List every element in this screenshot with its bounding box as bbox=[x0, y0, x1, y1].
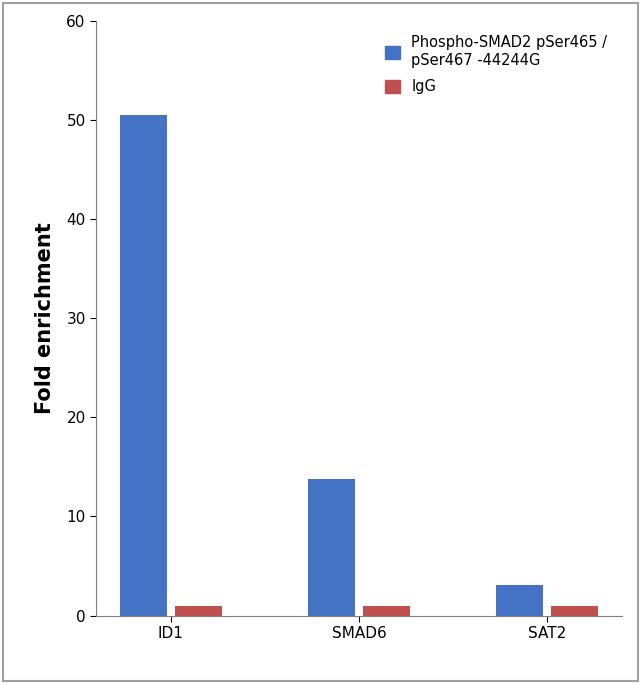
Legend: Phospho-SMAD2 pSer465 /
pSer467 -44244G, IgG: Phospho-SMAD2 pSer465 / pSer467 -44244G,… bbox=[378, 28, 615, 101]
Bar bbox=[551, 606, 598, 616]
Bar bbox=[496, 585, 544, 616]
Bar bbox=[120, 115, 167, 616]
Bar bbox=[363, 606, 410, 616]
Bar bbox=[308, 479, 355, 616]
Bar bbox=[174, 606, 222, 616]
Y-axis label: Fold enrichment: Fold enrichment bbox=[35, 222, 55, 414]
